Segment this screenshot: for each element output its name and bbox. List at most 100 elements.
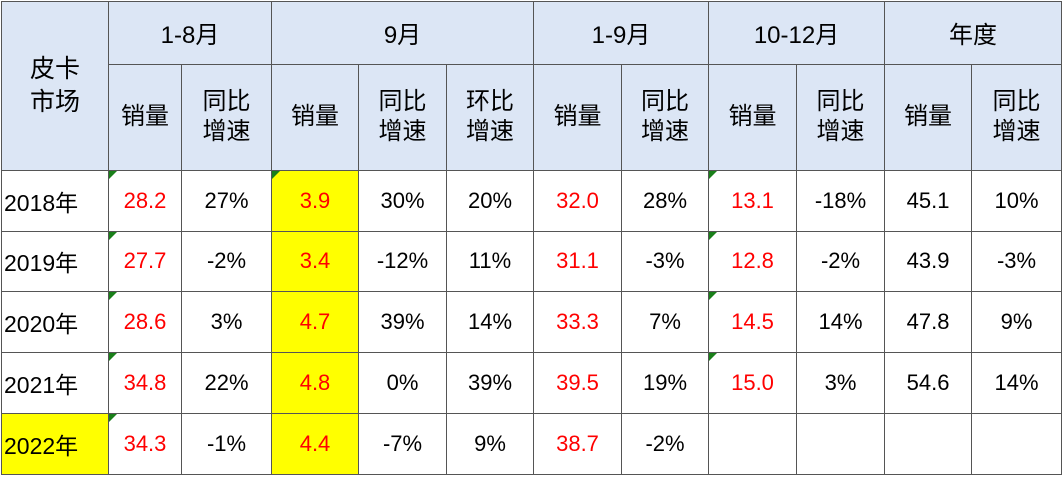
cell-text: 14% xyxy=(467,309,513,335)
subheader: 销量 xyxy=(708,63,798,171)
data-cell: 27.7 xyxy=(108,230,182,293)
data-cell xyxy=(884,413,973,475)
data-cell: 3% xyxy=(181,291,272,354)
group-header: 1-8月 xyxy=(108,1,272,65)
cell-text: 同比增速 xyxy=(992,88,1041,146)
corner-header: 皮卡市场 xyxy=(1,1,109,171)
cell-text: 3.4 xyxy=(299,248,331,274)
subheader: 同比增速 xyxy=(621,63,710,171)
cell-text: 43.9 xyxy=(906,248,950,274)
data-cell xyxy=(971,413,1062,475)
data-cell: 4.7 xyxy=(271,291,359,354)
cell-text: 47.8 xyxy=(906,309,950,335)
subheader: 环比增速 xyxy=(445,63,535,171)
cell-text: 32.0 xyxy=(556,187,599,213)
data-cell: 15.0 xyxy=(708,352,798,415)
data-cell: 3.4 xyxy=(271,230,359,293)
group-header: 10-12月 xyxy=(708,1,886,65)
cell-text: -18% xyxy=(814,187,867,213)
data-cell xyxy=(796,413,886,475)
data-cell: 30% xyxy=(358,169,447,232)
data-cell: 31.1 xyxy=(533,230,623,293)
cell-text: 同比增速 xyxy=(202,88,251,146)
cell-text: 同比增速 xyxy=(641,88,689,146)
cell-text: 30% xyxy=(380,187,425,213)
subheader: 销量 xyxy=(884,63,973,171)
data-cell: 33.3 xyxy=(533,291,623,354)
data-cell: 19% xyxy=(621,352,710,415)
cell-text: 环比增速 xyxy=(466,88,514,146)
cell-text: 38.7 xyxy=(556,431,599,457)
cell-text: 4.7 xyxy=(299,309,331,335)
cell-text: -12% xyxy=(376,248,429,274)
cell-text: 39% xyxy=(380,309,425,335)
cell-text: -2% xyxy=(206,248,247,274)
data-cell: -12% xyxy=(358,230,447,293)
cell-text: 皮卡市场 xyxy=(29,55,80,116)
data-cell: -2% xyxy=(621,413,710,475)
data-row: 2019年 27.7 -2% 3.4 -12% 11% 31.1 -3% 12.8 -2% 43.9… xyxy=(1,230,1062,293)
data-cell: 54.6 xyxy=(884,352,973,415)
cell-text: 4.4 xyxy=(299,431,331,457)
cell-text: 1-9月 xyxy=(591,22,651,50)
cell-text: 39.5 xyxy=(556,370,599,396)
data-cell: 3.9 xyxy=(271,169,359,232)
cell-text: 2022年 xyxy=(4,433,79,460)
cell-text: 12.8 xyxy=(731,248,774,274)
cell-text: 2019年 xyxy=(4,250,79,277)
cell-text: 同比增速 xyxy=(378,88,427,146)
cell-text: 4.8 xyxy=(299,370,331,396)
cell-text: 9% xyxy=(474,431,506,457)
data-cell: 14% xyxy=(796,291,886,354)
data-row: 2020年 28.6 3% 4.7 39% 14% 33.3 7% 14.5 14% 47.8 9% xyxy=(1,291,1062,354)
data-cell xyxy=(708,413,798,475)
data-cell: 28.6 xyxy=(108,291,182,354)
cell-text: 22% xyxy=(204,370,249,396)
cell-text: -3% xyxy=(645,248,685,274)
cell-text: 34.8 xyxy=(123,370,167,396)
cell-text: 14.5 xyxy=(731,309,774,335)
data-cell: 10% xyxy=(971,169,1062,232)
cell-text: 销量 xyxy=(728,103,777,131)
data-cell: -2% xyxy=(796,230,886,293)
cell-text: 2021年 xyxy=(4,372,79,399)
data-cell: 22% xyxy=(181,352,272,415)
subheader: 销量 xyxy=(271,63,359,171)
cell-text: 10-12月 xyxy=(753,22,840,50)
subheader-row: 销量 同比增速 销量 同比增速 环比增速 销量 同比增速 销量 同比增速 销量 同比增速 xyxy=(2,63,1062,171)
data-cell: 0% xyxy=(358,352,447,415)
cell-text: 19% xyxy=(642,370,688,396)
data-cell: 39% xyxy=(358,291,447,354)
data-cell: 39% xyxy=(445,352,535,415)
cell-text: 13.1 xyxy=(731,187,774,213)
data-cell: 43.9 xyxy=(884,230,973,293)
data-row: 2022年 34.3 -1% 4.4 -7% 9% 38.7 -2% xyxy=(1,413,1062,475)
cell-text: 0% xyxy=(386,370,419,396)
data-cell: 4.4 xyxy=(271,413,359,475)
cell-text: 39% xyxy=(467,370,513,396)
data-cell: 45.1 xyxy=(884,169,973,232)
data-cell: 28.2 xyxy=(108,169,182,232)
data-cell: 34.8 xyxy=(108,352,182,415)
cell-text: 2018年 xyxy=(4,189,79,216)
group-header: 1-9月 xyxy=(533,1,710,65)
data-row: 2018年 28.2 27% 3.9 30% 20% 32.0 28% 13.1 -18% 45.1… xyxy=(1,169,1062,232)
cell-text: 10% xyxy=(994,187,1039,213)
cell-text: 14% xyxy=(818,309,863,335)
data-cell: 14% xyxy=(971,352,1062,415)
subheader: 同比增速 xyxy=(358,63,447,171)
cell-text: 销量 xyxy=(553,103,602,131)
cell-text: 28% xyxy=(642,187,688,213)
subheader: 同比增速 xyxy=(181,63,272,171)
data-cell: 47.8 xyxy=(884,291,973,354)
cell-text: 销量 xyxy=(904,103,953,131)
cell-text: 销量 xyxy=(290,103,339,131)
cell-text: 9月 xyxy=(383,22,422,50)
data-row: 2021年 34.8 22% 4.8 0% 39% 39.5 19% 15.0 3% 54.6 14% xyxy=(1,352,1062,415)
cell-text: 28.6 xyxy=(123,309,167,335)
cell-text: 11% xyxy=(468,248,512,274)
cell-text: -2% xyxy=(820,248,861,274)
row-label: 2021年 xyxy=(1,352,109,415)
cell-text: 2020年 xyxy=(4,311,79,338)
